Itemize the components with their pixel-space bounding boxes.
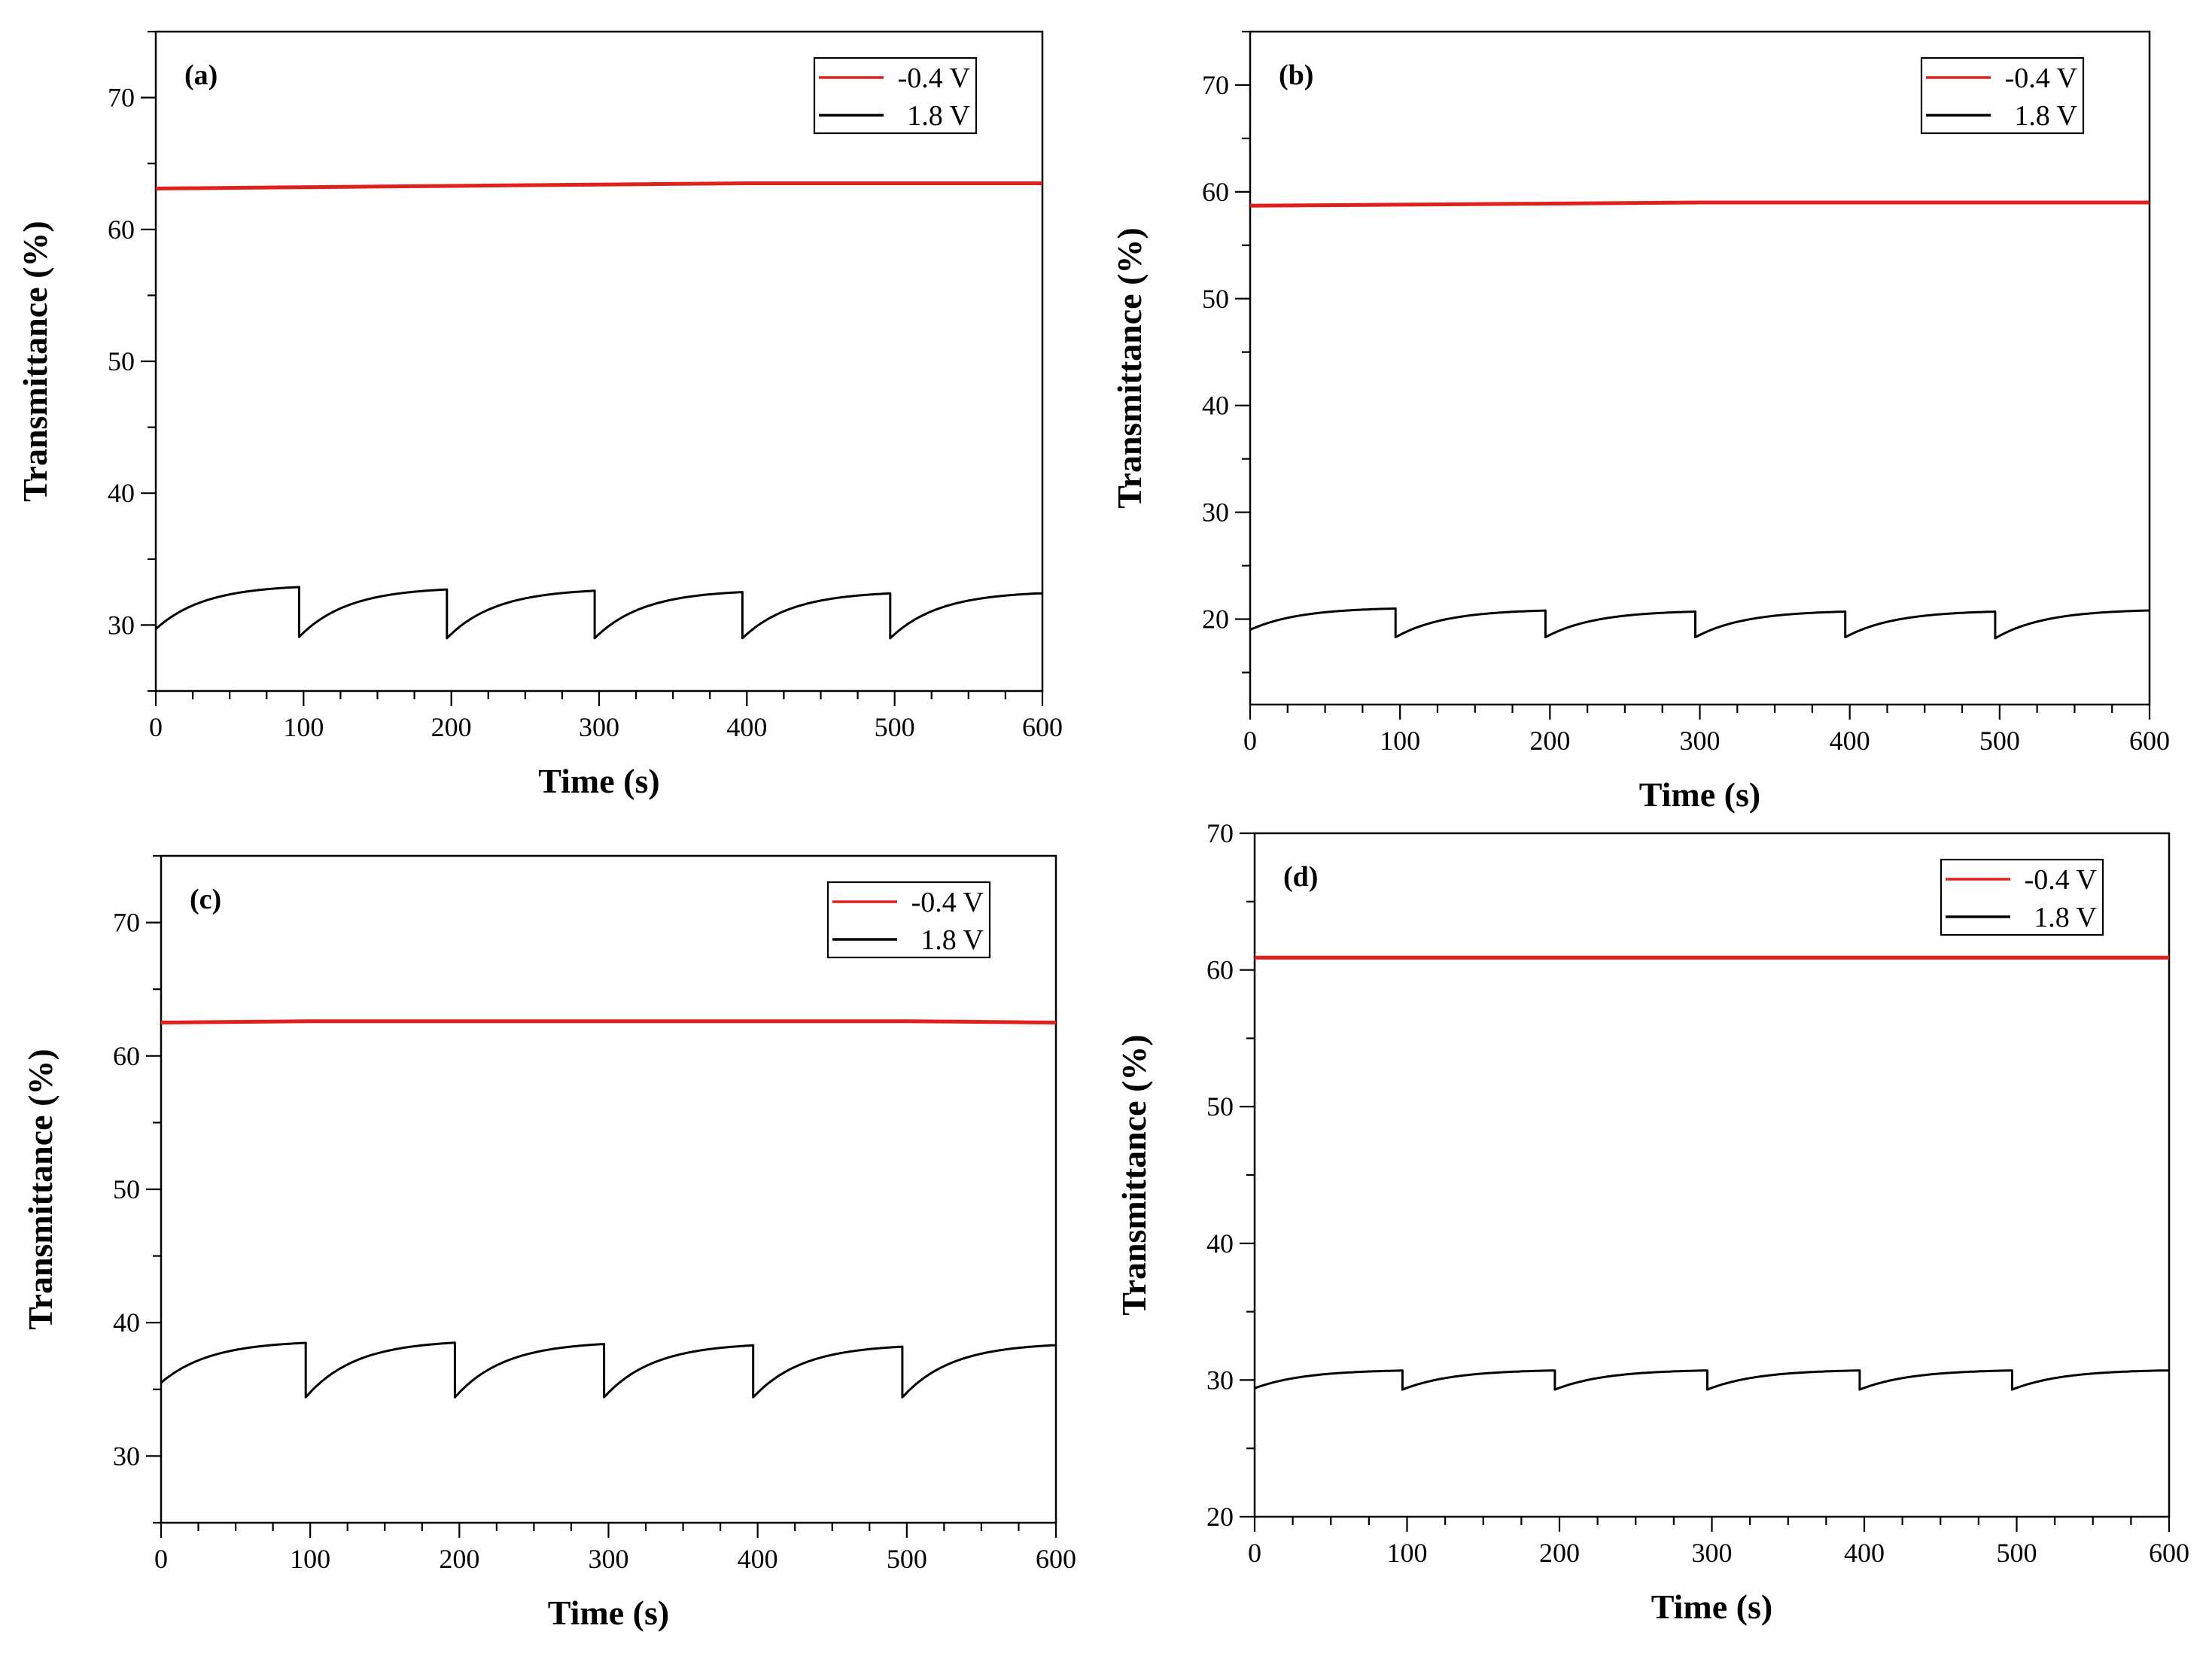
y-tick-label: 40 xyxy=(1206,1228,1234,1259)
panel-c: 0 100 200 300 400 500 600 30 40 50 60 70 Time (s) Tra… xyxy=(21,854,1076,1632)
x-tick-label: 100 xyxy=(290,1544,330,1574)
x-tick-label: 200 xyxy=(1539,1538,1580,1568)
y-tick-label: 70 xyxy=(113,908,140,938)
x-axis-title: Time (s) xyxy=(538,762,659,800)
x-tick-label: 600 xyxy=(2149,1538,2189,1568)
plot-frame xyxy=(1253,832,2171,1518)
y-tick-label: 40 xyxy=(1202,391,1229,421)
x-tick-label: 100 xyxy=(1380,726,1420,756)
series-line-1p8v xyxy=(1254,1369,2169,1391)
x-tick-label: 600 xyxy=(1022,712,1063,742)
x-tick-label: 0 xyxy=(1243,726,1257,756)
panel-label: (b) xyxy=(1279,59,1313,91)
legend-label: -0.4 V xyxy=(898,62,971,94)
legend-label: -0.4 V xyxy=(2005,62,2078,94)
legend-label: 1.8 V xyxy=(2034,902,2097,933)
legend-box xyxy=(1940,858,2104,936)
x-tick-label: 600 xyxy=(2129,726,2170,756)
x-tick-label: 400 xyxy=(1830,726,1870,756)
y-tick-label: 50 xyxy=(113,1174,140,1204)
series-line-neg0p4v xyxy=(155,181,1042,190)
y-tick-label: 60 xyxy=(108,215,135,245)
x-axis-title: Time (s) xyxy=(1639,775,1760,814)
x-tick-label: 100 xyxy=(1387,1538,1428,1568)
legend-label: -0.4 V xyxy=(2025,864,2098,896)
y-tick-label: 50 xyxy=(1202,284,1229,314)
y-tick-label: 40 xyxy=(108,478,135,508)
legend-label: 1.8 V xyxy=(2014,100,2077,132)
x-tick-label: 100 xyxy=(283,712,324,742)
legend-box xyxy=(826,881,991,959)
legend-box xyxy=(813,56,978,135)
x-tick-label: 500 xyxy=(1979,726,2020,756)
x-tick-label: 400 xyxy=(738,1544,778,1574)
series-line-1p8v xyxy=(154,586,1042,640)
legend-box xyxy=(1920,56,2085,135)
y-tick-label: 20 xyxy=(1202,604,1229,634)
legend: -0.4 V 1.8 V xyxy=(1920,56,2085,135)
y-tick-label: 50 xyxy=(108,346,135,376)
panel-label: (a) xyxy=(184,59,218,91)
panel-label: (c) xyxy=(190,884,221,915)
panel-d: 0 100 200 300 400 500 600 20 30 40 50 60 70 Time (s) T… xyxy=(1115,818,2189,1626)
legend: -0.4 V 1.8 V xyxy=(1940,858,2104,936)
y-tick-label: 70 xyxy=(1206,818,1234,848)
x-tick-label: 500 xyxy=(1997,1538,2037,1568)
x-tick-label: 500 xyxy=(875,712,915,742)
x-tick-label: 400 xyxy=(1844,1538,1885,1568)
x-axis-title: Time (s) xyxy=(548,1594,669,1632)
y-tick-label: 30 xyxy=(108,610,135,640)
x-tick-label: 0 xyxy=(154,1544,168,1574)
x-tick-label: 600 xyxy=(1036,1544,1076,1574)
panel-label: (d) xyxy=(1283,861,1318,893)
x-tick-label: 200 xyxy=(431,712,472,742)
x-tick-label: 200 xyxy=(1529,726,1570,756)
x-tick-label: 300 xyxy=(1692,1538,1733,1568)
legend-label: 1.8 V xyxy=(907,100,970,132)
x-tick-label: 400 xyxy=(726,712,767,742)
y-tick-label: 70 xyxy=(108,83,135,113)
x-tick-label: 0 xyxy=(1248,1538,1261,1568)
y-axis-title: Transmittance (%) xyxy=(1110,227,1149,508)
x-tick-label: 200 xyxy=(439,1544,479,1574)
legend: -0.4 V 1.8 V xyxy=(826,881,991,959)
y-tick-label: 60 xyxy=(1202,177,1229,207)
y-tick-label: 30 xyxy=(1202,498,1229,528)
legend: -0.4 V 1.8 V xyxy=(813,56,978,135)
y-tick-label: 30 xyxy=(1206,1365,1234,1395)
y-tick-label: 60 xyxy=(1206,955,1234,985)
x-tick-label: 300 xyxy=(589,1544,629,1574)
y-axis-title: Transmittance (%) xyxy=(21,1049,59,1329)
y-tick-label: 60 xyxy=(113,1041,140,1071)
series-line-1p8v xyxy=(160,1341,1056,1399)
series-line-neg0p4v xyxy=(160,1019,1057,1024)
panel-a: 0 100 200 300 400 500 600 30 40 50 60 70 Time (s) Tra… xyxy=(16,30,1063,800)
y-tick-label: 70 xyxy=(1202,70,1229,100)
series-line-1p8v xyxy=(1249,607,2150,640)
y-axis-title: Transmittance (%) xyxy=(1115,1034,1153,1315)
x-tick-label: 0 xyxy=(149,712,163,742)
panel-b: 0 100 200 300 400 500 600 20 30 40 50 60 70 Time (s) T… xyxy=(1110,30,2170,814)
legend-label: 1.8 V xyxy=(920,924,984,956)
x-tick-label: 500 xyxy=(887,1544,927,1574)
x-tick-label: 300 xyxy=(579,712,619,742)
y-tick-label: 50 xyxy=(1206,1091,1234,1122)
legend-label: -0.4 V xyxy=(911,887,984,918)
y-tick-label: 40 xyxy=(113,1307,140,1338)
x-axis-title: Time (s) xyxy=(1651,1587,1772,1626)
x-tick-label: 300 xyxy=(1680,726,1721,756)
series-line-neg0p4v xyxy=(1249,200,2150,208)
y-tick-label: 20 xyxy=(1206,1502,1234,1532)
y-axis-title: Transmittance (%) xyxy=(16,221,54,501)
y-tick-label: 30 xyxy=(113,1441,140,1471)
